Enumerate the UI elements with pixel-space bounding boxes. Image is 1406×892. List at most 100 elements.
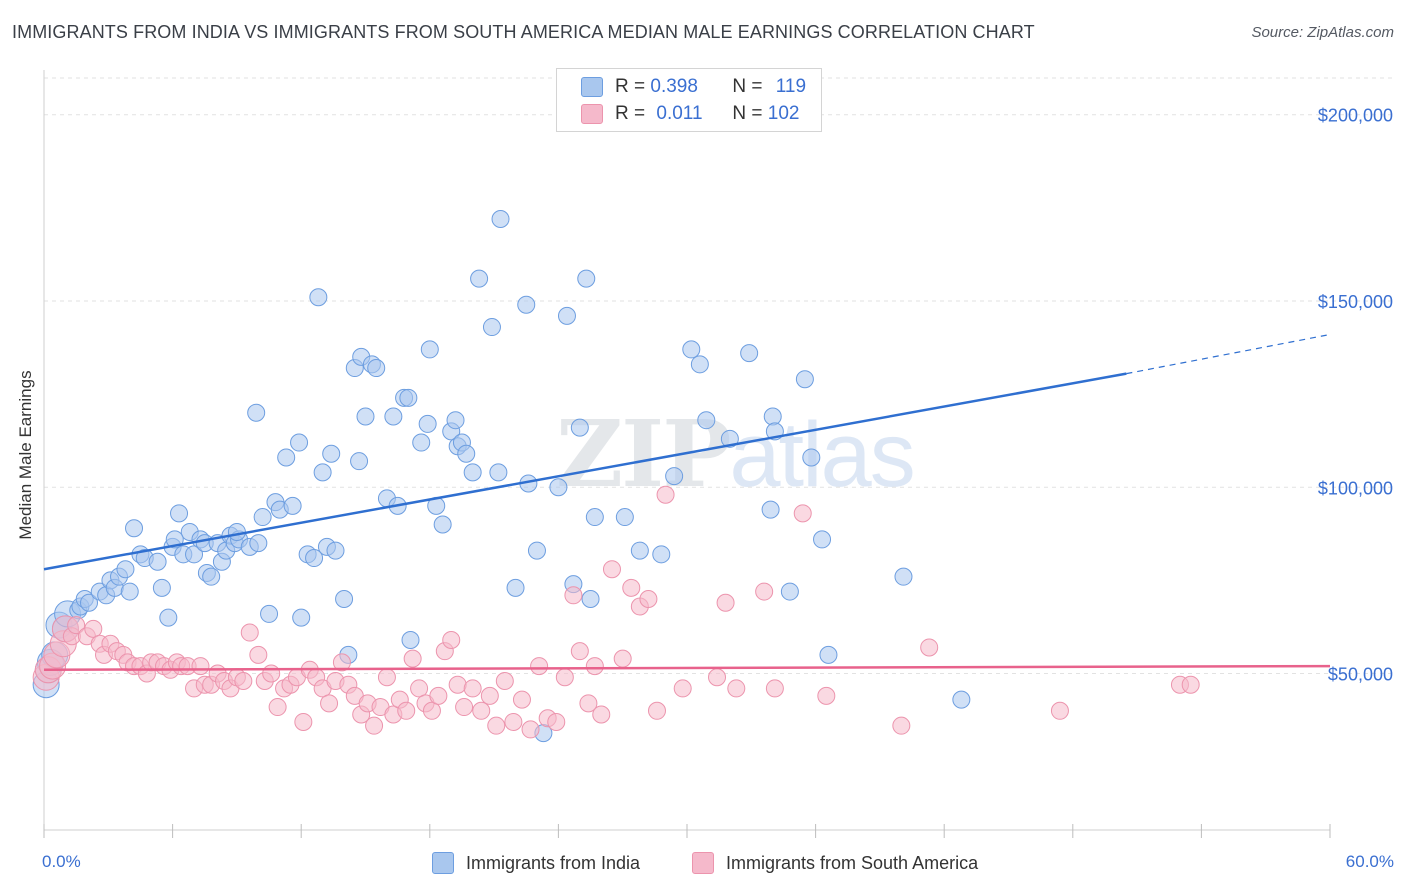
point-india — [780, 582, 799, 601]
point-south-america — [67, 616, 86, 635]
point-south-america — [647, 701, 666, 720]
point-india — [819, 645, 838, 664]
trendline-india — [43, 372, 1127, 571]
legend-row-india: R = 0.398 N = 119 — [581, 75, 806, 99]
point-south-america — [1050, 701, 1069, 720]
point-south-america — [793, 504, 812, 523]
point-india — [313, 463, 332, 482]
point-india — [152, 578, 171, 597]
point-south-america — [673, 679, 692, 698]
point-india — [489, 463, 508, 482]
legend-n-value: 102 — [767, 103, 800, 124]
point-south-america — [320, 694, 339, 713]
trendline-south-america — [43, 664, 1331, 672]
point-india — [401, 631, 420, 649]
point-india — [309, 288, 328, 307]
point-india — [322, 444, 341, 463]
point-india — [247, 403, 266, 422]
point-south-america — [530, 657, 549, 676]
point-india — [335, 590, 354, 609]
point-south-america — [397, 701, 416, 720]
point-india — [740, 344, 759, 363]
point-india — [952, 690, 971, 709]
point-india — [125, 519, 144, 538]
point-south-america — [570, 642, 589, 661]
point-south-america — [455, 698, 474, 717]
point-india — [399, 388, 418, 407]
point-south-america — [442, 631, 461, 649]
point-south-america — [613, 649, 632, 668]
chart-source: Source: ZipAtlas.com — [1251, 24, 1394, 41]
bottom-legend-south-america: Immigrants from South America — [692, 852, 978, 874]
point-south-america — [480, 686, 499, 705]
point-south-america — [249, 645, 268, 664]
point-india — [418, 414, 437, 433]
point-south-america — [262, 664, 281, 683]
legend-swatch-south-america — [581, 104, 603, 124]
legend-n-label: N = — [732, 76, 768, 97]
point-south-america — [817, 686, 836, 705]
legend-swatch-india — [581, 77, 603, 97]
point-india — [697, 411, 716, 430]
point-india — [420, 340, 439, 359]
point-south-america — [579, 694, 598, 713]
point-south-america — [555, 668, 574, 687]
point-india — [446, 411, 465, 430]
point-south-america — [512, 690, 531, 709]
point-south-america — [487, 716, 506, 735]
point-india — [482, 318, 501, 337]
point-south-america — [240, 623, 259, 642]
bottom-legend-label-india: Immigrants from India — [466, 852, 641, 873]
y-tick-label: $200,000 — [1318, 106, 1393, 126]
bottom-legend-swatch-india — [432, 852, 454, 874]
point-south-america — [727, 679, 746, 698]
point-south-america — [639, 590, 658, 609]
point-south-america — [495, 671, 514, 690]
bottom-legend-label-south-america: Immigrants from South America — [726, 852, 979, 873]
point-india — [630, 541, 649, 560]
point-south-america — [268, 698, 287, 717]
point-south-america — [547, 712, 566, 731]
correlation-legend: R = 0.398 N = 119 R = 0.011 N = 102 — [556, 68, 822, 132]
point-india — [384, 407, 403, 426]
chart-title: IMMIGRANTS FROM INDIA VS IMMIGRANTS FROM… — [12, 22, 1035, 42]
point-south-america — [585, 657, 604, 676]
point-south-america — [504, 712, 523, 731]
point-south-america — [920, 638, 939, 657]
point-south-america — [755, 582, 774, 601]
watermark-atlas: atlas — [729, 404, 915, 506]
point-india — [253, 508, 272, 527]
legend-n-label: N = — [732, 103, 768, 124]
legend-r-label: R = — [615, 103, 651, 124]
point-south-america — [84, 619, 103, 638]
point-india — [326, 541, 345, 560]
point-south-america — [716, 593, 735, 612]
legend-r-value: 0.398 — [650, 76, 698, 97]
point-south-america — [765, 679, 784, 698]
x-tick-label-max: 60.0% — [1345, 852, 1394, 871]
point-india — [813, 530, 832, 549]
legend-r-label: R = — [615, 76, 651, 97]
point-india — [527, 541, 546, 560]
bottom-legend-swatch-south-america — [692, 852, 714, 874]
point-south-america — [622, 578, 641, 597]
point-india — [615, 508, 634, 527]
point-india — [570, 418, 589, 437]
point-india — [517, 295, 536, 314]
trendline-india-extension — [1126, 333, 1331, 375]
point-south-america — [332, 653, 351, 672]
legend-row-south-america: R = 0.011 N = 102 — [581, 102, 799, 126]
point-south-america — [602, 560, 621, 579]
point-south-america — [403, 649, 422, 668]
point-india — [159, 608, 178, 627]
point-south-america — [410, 679, 429, 698]
point-india — [761, 500, 780, 519]
point-india — [577, 269, 596, 288]
point-south-america — [365, 716, 384, 735]
point-india — [120, 582, 139, 601]
point-south-america — [564, 586, 583, 605]
point-india — [350, 452, 369, 471]
point-india — [305, 549, 324, 568]
point-south-america — [521, 720, 540, 739]
point-india — [549, 478, 568, 497]
